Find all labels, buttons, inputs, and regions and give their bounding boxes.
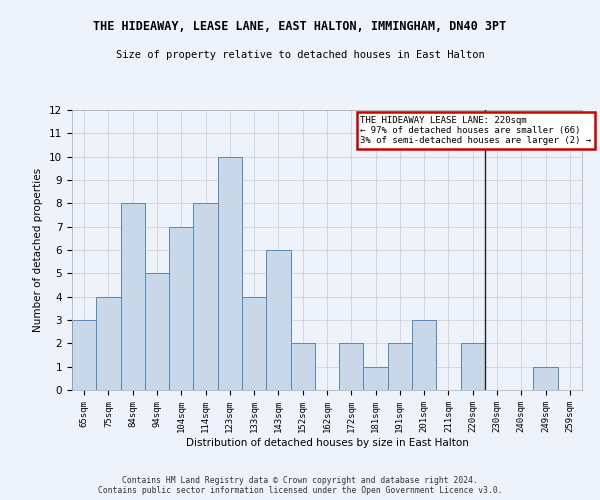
Bar: [290, 344, 315, 390]
Bar: [461, 344, 485, 390]
Bar: [533, 366, 558, 390]
Bar: [339, 344, 364, 390]
Bar: [412, 320, 436, 390]
Bar: [388, 344, 412, 390]
Text: THE HIDEAWAY, LEASE LANE, EAST HALTON, IMMINGHAM, DN40 3PT: THE HIDEAWAY, LEASE LANE, EAST HALTON, I…: [94, 20, 506, 33]
Bar: [121, 204, 145, 390]
Text: Size of property relative to detached houses in East Halton: Size of property relative to detached ho…: [116, 50, 484, 60]
Bar: [145, 274, 169, 390]
Y-axis label: Number of detached properties: Number of detached properties: [34, 168, 43, 332]
X-axis label: Distribution of detached houses by size in East Halton: Distribution of detached houses by size …: [185, 438, 469, 448]
Bar: [218, 156, 242, 390]
Bar: [193, 204, 218, 390]
Bar: [242, 296, 266, 390]
Bar: [72, 320, 96, 390]
Text: THE HIDEAWAY LEASE LANE: 220sqm
← 97% of detached houses are smaller (66)
3% of : THE HIDEAWAY LEASE LANE: 220sqm ← 97% of…: [360, 116, 591, 146]
Bar: [266, 250, 290, 390]
Bar: [364, 366, 388, 390]
Bar: [169, 226, 193, 390]
Text: Contains HM Land Registry data © Crown copyright and database right 2024.
Contai: Contains HM Land Registry data © Crown c…: [98, 476, 502, 495]
Bar: [96, 296, 121, 390]
